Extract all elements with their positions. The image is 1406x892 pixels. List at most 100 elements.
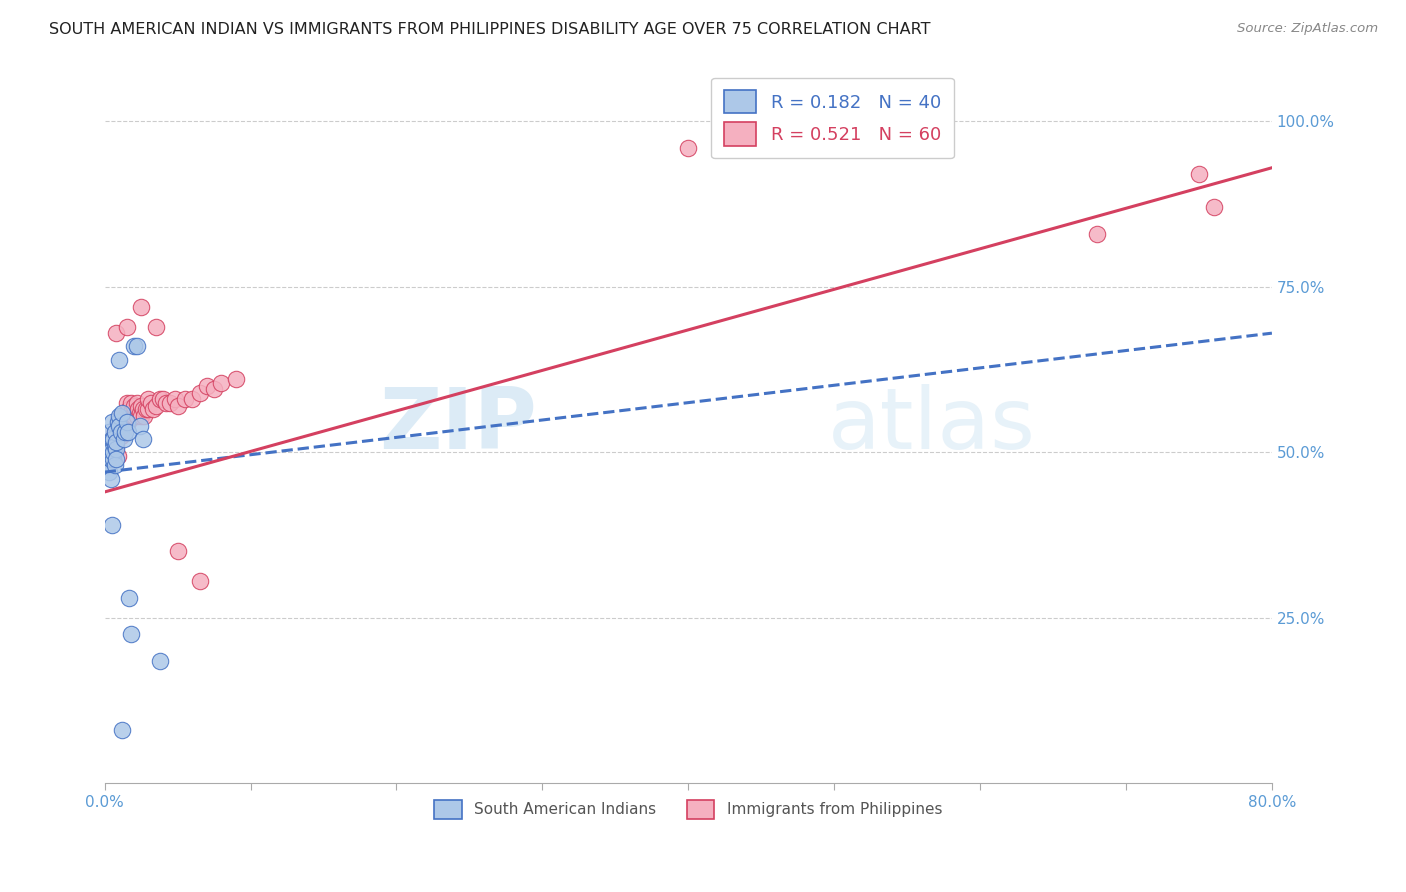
Point [125, 409, 148, 423]
Point [122, 409, 145, 423]
Point [128, 418, 150, 433]
Point [120, 627, 142, 641]
Point [125, 339, 148, 353]
Point [111, 723, 134, 738]
Text: Source: ZipAtlas.com: Source: ZipAtlas.com [1237, 22, 1378, 36]
Point [108, 352, 131, 367]
Point [100, 439, 122, 453]
Point [103, 451, 125, 466]
Point [166, 399, 188, 413]
Point [101, 432, 124, 446]
Point [127, 402, 149, 417]
Point [104, 439, 127, 453]
Point [111, 405, 134, 419]
Point [103, 442, 125, 456]
Point [108, 412, 131, 426]
Point [105, 439, 128, 453]
Point [209, 376, 232, 390]
Point [188, 574, 211, 589]
Point [188, 385, 211, 400]
Point [195, 379, 218, 393]
Point [115, 319, 138, 334]
Point [101, 442, 124, 456]
Point [104, 458, 127, 473]
Point [105, 326, 128, 340]
Point [105, 435, 128, 450]
Point [129, 409, 152, 423]
Point [122, 339, 145, 353]
Point [141, 395, 163, 409]
Point [138, 392, 160, 407]
Point [142, 402, 165, 417]
Point [108, 418, 131, 433]
Point [94, 445, 117, 459]
Point [202, 383, 225, 397]
Point [129, 399, 152, 413]
Point [132, 409, 155, 423]
Point [98, 451, 121, 466]
Point [129, 300, 152, 314]
Point [98, 465, 121, 479]
Point [100, 472, 122, 486]
Point [149, 392, 172, 407]
Point [103, 445, 125, 459]
Legend: South American Indians, Immigrants from Philippines: South American Indians, Immigrants from … [429, 794, 948, 825]
Point [152, 392, 174, 407]
Point [104, 425, 127, 440]
Point [128, 405, 150, 419]
Point [114, 409, 136, 423]
Point [1085, 227, 1108, 241]
Point [107, 416, 129, 430]
Point [112, 412, 135, 426]
Point [120, 395, 142, 409]
Point [101, 432, 124, 446]
Point [97, 458, 120, 473]
Point [118, 591, 141, 605]
Point [163, 392, 186, 407]
Point [110, 425, 132, 440]
Point [108, 418, 131, 433]
Point [107, 449, 129, 463]
Point [174, 392, 197, 407]
Point [225, 372, 247, 386]
Text: SOUTH AMERICAN INDIAN VS IMMIGRANTS FROM PHILIPPINES DISABILITY AGE OVER 75 CORR: SOUTH AMERICAN INDIAN VS IMMIGRANTS FROM… [49, 22, 931, 37]
Point [115, 395, 138, 409]
Point [1188, 167, 1211, 181]
Point [131, 432, 153, 446]
Point [105, 451, 128, 466]
Point [111, 409, 134, 423]
Point [145, 399, 167, 413]
Point [115, 416, 138, 430]
Point [121, 409, 143, 423]
Point [159, 395, 181, 409]
Point [120, 405, 142, 419]
Point [122, 399, 145, 413]
Point [112, 432, 135, 446]
Point [104, 425, 127, 440]
Point [181, 392, 204, 407]
Point [108, 409, 131, 423]
Point [117, 416, 139, 430]
Point [101, 518, 124, 533]
Point [118, 402, 141, 417]
Point [166, 544, 188, 558]
Point [125, 395, 148, 409]
Point [112, 422, 135, 436]
Point [155, 395, 177, 409]
Text: atlas: atlas [828, 384, 1036, 467]
Point [145, 319, 167, 334]
Point [117, 425, 139, 440]
Point [678, 141, 700, 155]
Point [115, 405, 138, 419]
Point [149, 654, 172, 668]
Point [98, 449, 121, 463]
Point [114, 425, 136, 440]
Point [105, 442, 128, 456]
Point [100, 451, 122, 466]
Point [138, 402, 160, 417]
Point [111, 416, 134, 430]
Point [110, 428, 132, 442]
Point [131, 402, 153, 417]
Point [98, 425, 121, 440]
Point [97, 439, 120, 453]
